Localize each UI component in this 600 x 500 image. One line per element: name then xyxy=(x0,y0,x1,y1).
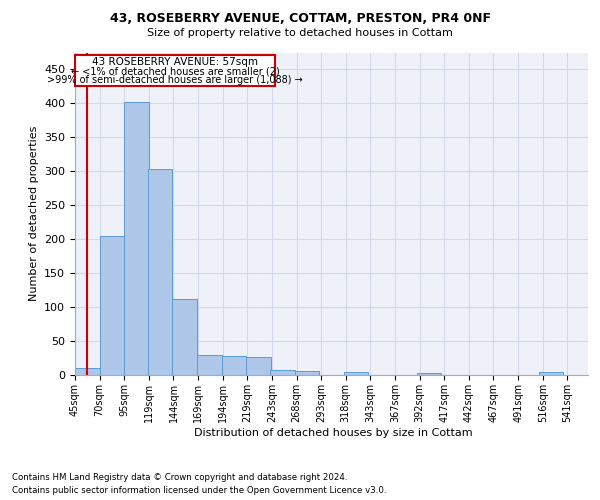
Bar xyxy=(539,372,563,375)
Bar xyxy=(222,356,247,375)
Text: Contains HM Land Registry data © Crown copyright and database right 2024.: Contains HM Land Registry data © Crown c… xyxy=(12,472,347,482)
Bar xyxy=(197,354,222,375)
Text: 43, ROSEBERRY AVENUE, COTTAM, PRESTON, PR4 0NF: 43, ROSEBERRY AVENUE, COTTAM, PRESTON, P… xyxy=(110,12,491,26)
Text: Contains public sector information licensed under the Open Government Licence v3: Contains public sector information licen… xyxy=(12,486,386,495)
Text: 43 ROSEBERRY AVENUE: 57sqm: 43 ROSEBERRY AVENUE: 57sqm xyxy=(92,56,258,66)
Bar xyxy=(270,370,295,375)
Text: Distribution of detached houses by size in Cottam: Distribution of detached houses by size … xyxy=(194,428,472,438)
Text: ← <1% of detached houses are smaller (2): ← <1% of detached houses are smaller (2) xyxy=(71,66,280,76)
Bar xyxy=(75,368,100,375)
Text: Size of property relative to detached houses in Cottam: Size of property relative to detached ho… xyxy=(147,28,453,38)
FancyBboxPatch shape xyxy=(75,54,275,86)
Bar xyxy=(148,170,172,375)
Bar xyxy=(416,373,441,375)
Bar xyxy=(344,372,368,375)
Bar xyxy=(100,236,124,375)
Y-axis label: Number of detached properties: Number of detached properties xyxy=(29,126,38,302)
Bar xyxy=(124,102,149,375)
Bar xyxy=(295,371,319,375)
Bar xyxy=(247,358,271,375)
Bar xyxy=(172,299,197,375)
Text: >99% of semi-detached houses are larger (1,088) →: >99% of semi-detached houses are larger … xyxy=(47,75,303,85)
